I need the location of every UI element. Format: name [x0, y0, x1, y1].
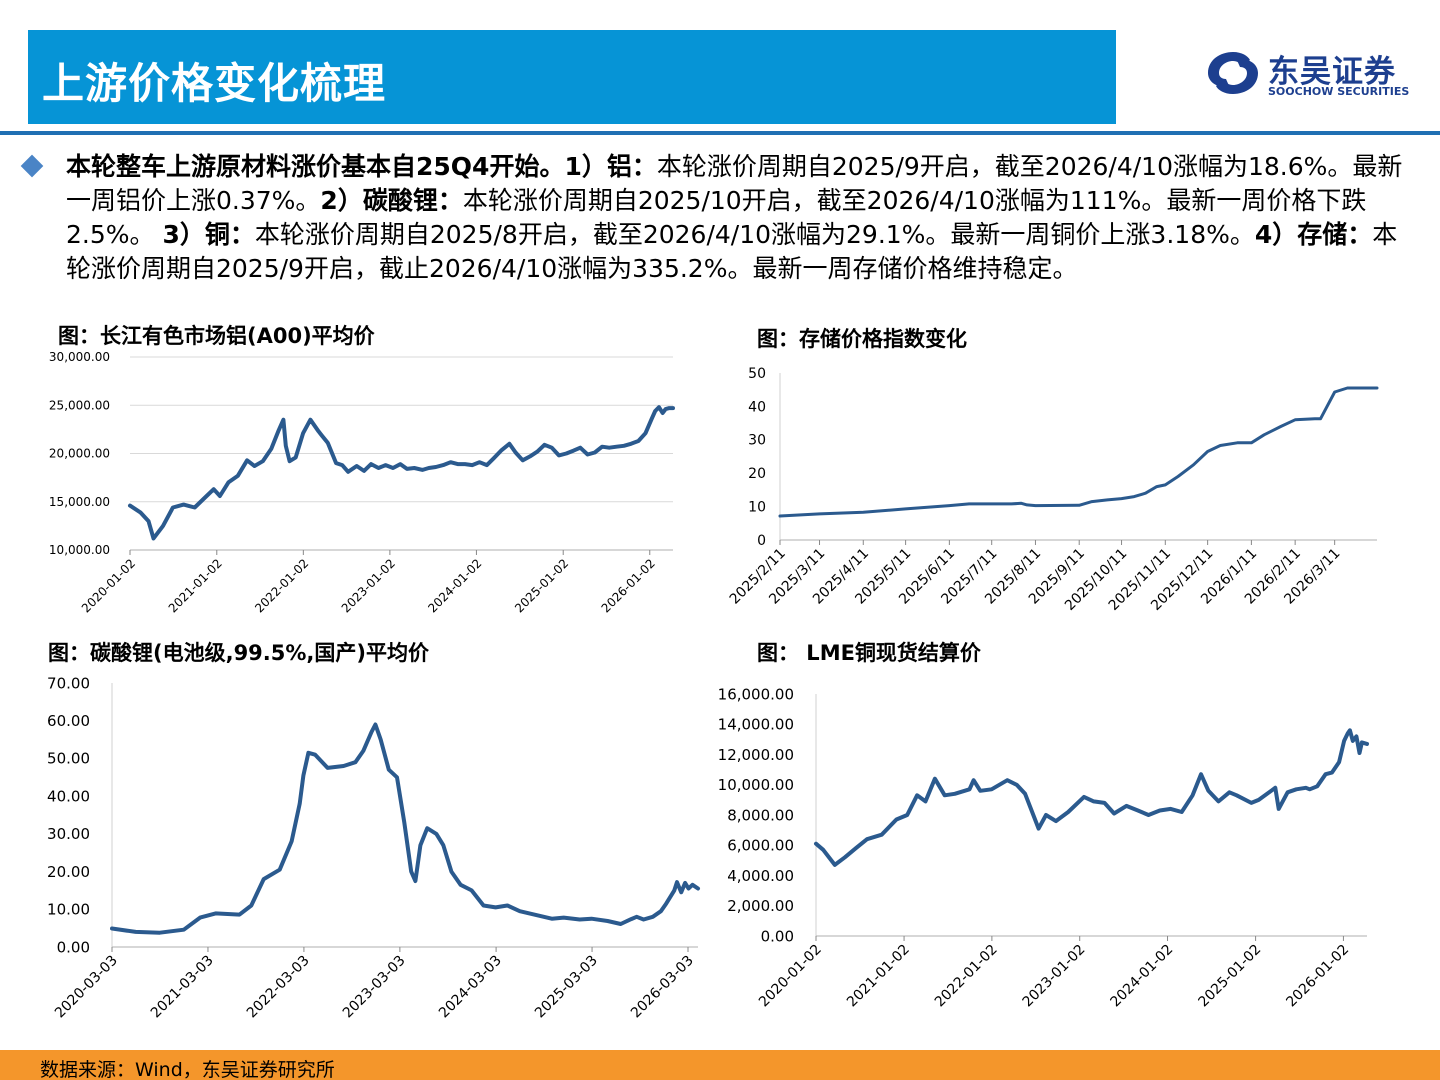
- y-tick-label: 0.00: [761, 927, 794, 945]
- x-tick-label: 2024-03-03: [436, 953, 505, 1022]
- y-tick-label: 4,000.00: [727, 867, 794, 885]
- x-tick-label: 2025-03-03: [532, 953, 601, 1022]
- y-tick-label: 10.00: [47, 901, 90, 919]
- series-line: [814, 728, 1369, 867]
- x-tick-label: 2021-01-02: [166, 556, 225, 615]
- x-tick-label: 2022-01-02: [932, 942, 1001, 1011]
- y-tick-label: 10: [748, 500, 766, 516]
- y-tick-label: 0: [757, 533, 766, 549]
- y-tick-label: 8,000.00: [727, 806, 794, 824]
- y-tick-label: 30,000.00: [49, 350, 110, 364]
- y-tick-label: 10,000.00: [49, 543, 110, 557]
- x-tick-label: 2023-03-03: [340, 953, 409, 1022]
- summary-item-text: 本轮涨价周期自2025/9开启，截至2026/4/10涨幅为18.6%。最新一周…: [66, 152, 1403, 215]
- x-tick-label: 2026-03-03: [628, 953, 697, 1022]
- y-tick-label: 50.00: [47, 750, 90, 768]
- summary-item-text: 本轮涨价周期自2025/8开启，截至2026/4/10涨幅为29.1%。最新一周…: [254, 220, 1255, 249]
- y-tick-label: 2,000.00: [727, 897, 794, 915]
- lithium-carbonate-price-chart: 0.00 10.00 20.00 30.00 40.00 50.00 60.00 70.00 2…: [47, 674, 700, 1022]
- company-logo: 东吴证券 SOOCHOW SECURITIES: [1204, 48, 1424, 104]
- logo-english-name: SOOCHOW SECURITIES: [1268, 85, 1410, 98]
- series-line: [778, 386, 1379, 518]
- x-tick-label: 2021-03-03: [148, 953, 217, 1022]
- y-tick-label: 20.00: [47, 863, 90, 881]
- x-tick-label: 2022-01-02: [252, 556, 311, 615]
- series-line: [110, 722, 700, 935]
- y-tick-label: 70.00: [47, 674, 90, 692]
- y-tick-label: 20: [748, 466, 766, 482]
- y-tick-label: 12,000.00: [718, 746, 794, 764]
- y-tick-label: 30: [748, 433, 766, 449]
- footer-bar: 数据来源：Wind，东吴证券研究所: [0, 1050, 1440, 1080]
- summary-intro: 本轮整车上游原材料涨价基本自25Q4开始。: [66, 152, 565, 181]
- copper-price-chart: 0.00 2,000.00 4,000.00 6,000.00 8,000.00 10,0…: [718, 685, 1369, 1011]
- x-tick-label: 2020-03-03: [52, 953, 121, 1022]
- summary-item-label: 2）碳酸锂：: [320, 186, 463, 215]
- y-tick-label: 16,000.00: [718, 685, 794, 703]
- y-tick-label: 40.00: [47, 787, 90, 805]
- summary-text: 本轮整车上游原材料涨价基本自25Q4开始。1）铝：本轮涨价周期自2025/9开启…: [66, 150, 1406, 286]
- x-tick-label: 2025-01-02: [1196, 942, 1265, 1011]
- x-tick-label: 2020-01-02: [756, 942, 825, 1011]
- x-tick-label: 2025-01-02: [512, 556, 571, 615]
- y-tick-label: 30.00: [47, 825, 90, 843]
- summary-item-label: 1）铝：: [564, 152, 657, 181]
- lithium-chart-title: 图：碳酸锂(电池级,99.5%,国产)平均价: [48, 641, 430, 665]
- x-tick-label: 2026-01-02: [599, 556, 658, 615]
- storage-price-chart: 010203040502025/2/112025/3/112025/4/1120…: [727, 366, 1379, 614]
- x-tick-label: 2024-01-02: [1108, 942, 1177, 1011]
- y-tick-label: 6,000.00: [727, 837, 794, 855]
- summary-item-text: 本轮涨价周期自2025/9开启，截止2026/4/10涨幅为335.2%。最新一…: [66, 220, 1398, 283]
- series-line: [128, 405, 675, 541]
- soochow-logo-icon: [1208, 52, 1258, 94]
- y-tick-label: 60.00: [47, 712, 90, 730]
- y-tick-label: 10,000.00: [718, 776, 794, 794]
- page-title: 上游价格变化梳理: [42, 59, 387, 108]
- summary-item-label: 4）存储：: [1254, 220, 1373, 249]
- x-tick-label: 2026-01-02: [1283, 942, 1352, 1011]
- x-tick-label: 2023-01-02: [339, 556, 398, 615]
- logo-chinese-name: 东吴证券: [1268, 54, 1396, 90]
- y-tick-label: 20,000.00: [49, 447, 110, 461]
- x-tick-label: 2022-03-03: [244, 953, 313, 1022]
- x-tick-label: 2021-01-02: [844, 942, 913, 1011]
- aluminum-price-chart: 10,000.00 15,000.00 20,000.00 25,000.00 30,0…: [49, 350, 675, 615]
- header-divider: [0, 131, 1440, 135]
- y-tick-label: 15,000.00: [49, 495, 110, 509]
- y-tick-label: 25,000.00: [49, 398, 110, 412]
- x-tick-label: 2024-01-02: [425, 556, 484, 615]
- summary-item-label: 3）铜：: [162, 220, 255, 249]
- y-tick-label: 14,000.00: [718, 716, 794, 734]
- footer-source: 数据来源：Wind，东吴证券研究所: [40, 1059, 335, 1080]
- storage-chart-title: 图：存储价格指数变化: [757, 327, 967, 351]
- summary-item-text: 本轮涨价周期自2025/10开启，截至2026/4/10涨幅为111%。最新一周…: [66, 186, 1367, 249]
- y-tick-label: 40: [748, 399, 766, 415]
- y-tick-label: 0.00: [57, 938, 90, 956]
- bullet-diamond-icon: [20, 154, 44, 178]
- copper-chart-title: 图： LME铜现货结算价: [757, 641, 981, 665]
- x-tick-label: 2020-01-02: [79, 556, 138, 615]
- header-bar: 上游价格变化梳理: [28, 30, 1116, 124]
- aluminum-chart-title: 图：长江有色市场铝(A00)平均价: [58, 324, 375, 348]
- x-tick-label: 2023-01-02: [1020, 942, 1089, 1011]
- y-tick-label: 50: [748, 366, 766, 382]
